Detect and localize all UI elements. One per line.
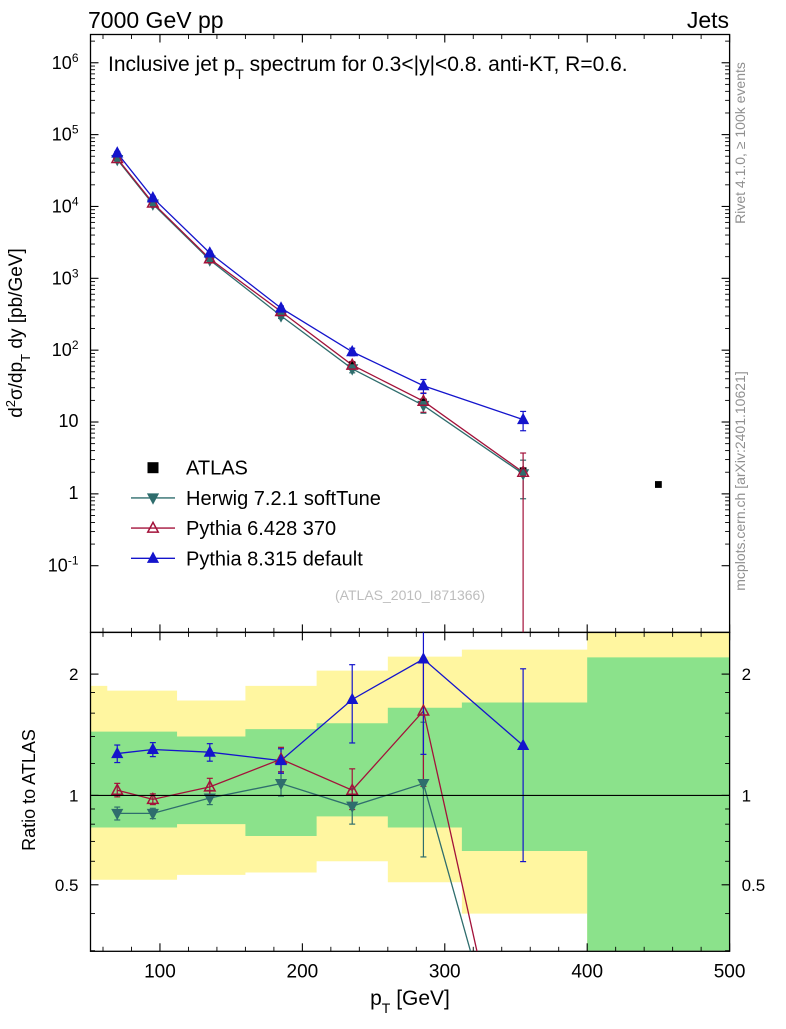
svg-text:0.5: 0.5 [55,876,79,895]
svg-text:1: 1 [742,786,751,805]
svg-text:400: 400 [571,961,603,982]
svg-text:Herwig 7.2.1 softTune: Herwig 7.2.1 softTune [186,488,381,510]
svg-text:2: 2 [69,665,78,684]
svg-text:mcplots.cern.ch [arXiv:2401.10: mcplots.cern.ch [arXiv:2401.10621] [732,371,748,590]
svg-text:2: 2 [742,665,751,684]
svg-text:200: 200 [287,961,319,982]
svg-text:500: 500 [714,961,746,982]
svg-text:0.5: 0.5 [742,876,766,895]
svg-text:Pythia 8.315 default: Pythia 8.315 default [186,548,363,570]
svg-text:100: 100 [144,961,176,982]
svg-text:1: 1 [69,786,78,805]
svg-text:Rivet 4.1.0, ≥ 100k events: Rivet 4.1.0, ≥ 100k events [732,62,748,224]
svg-text:300: 300 [429,961,461,982]
svg-text:Pythia 6.428 370: Pythia 6.428 370 [186,518,336,540]
svg-text:Ratio to ATLAS: Ratio to ATLAS [19,729,39,851]
svg-text:7000 GeV pp: 7000 GeV pp [88,7,224,33]
svg-text:Jets: Jets [687,7,729,33]
svg-text:(ATLAS_2010_I871366): (ATLAS_2010_I871366) [335,587,485,603]
svg-text:ATLAS: ATLAS [186,458,248,480]
svg-text:1: 1 [68,483,78,503]
svg-text:10: 10 [58,411,78,431]
